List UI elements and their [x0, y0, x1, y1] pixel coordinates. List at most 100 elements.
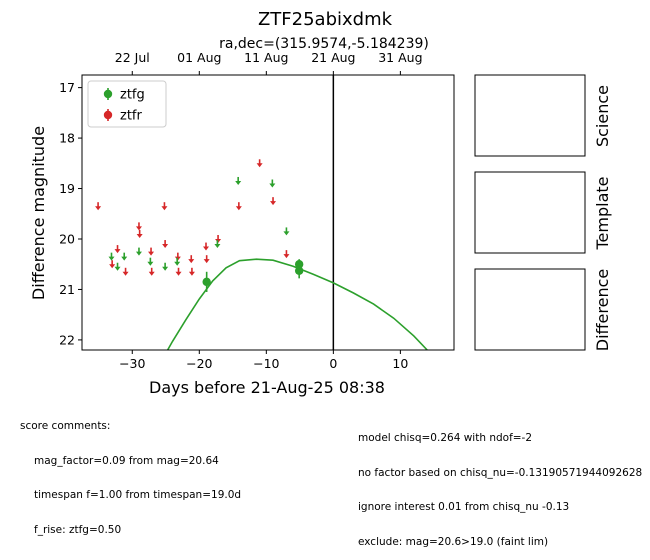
- ztfr-upper-limit-arrow: [148, 267, 155, 276]
- panel-label-science: Science: [593, 85, 612, 147]
- ztfr-upper-limit-arrow-head: [135, 226, 142, 231]
- x-tick-label: 10: [392, 356, 408, 371]
- ztfr-upper-limit-arrow-head: [148, 271, 155, 276]
- plot-frame: [81, 74, 455, 351]
- model-comment-line: model chisq=0.264 with ndof=-2: [358, 432, 533, 444]
- ztfr-upper-limit-arrow: [270, 197, 277, 206]
- panel-label-template: Template: [593, 176, 612, 250]
- ztfr-upper-limit-arrow: [188, 267, 195, 276]
- model-comment-line: ignore interest 0.01 from chisq_nu -0.13: [358, 501, 570, 513]
- ztfr-upper-limit-arrow-head: [203, 259, 210, 264]
- score-comment-line: f_rise: ztfg=0.50: [34, 523, 122, 536]
- ztfg-upper-limit-arrow: [162, 262, 169, 271]
- ztfr-upper-limit-arrow-head: [256, 163, 263, 168]
- score-comments: score comments: mag_factor=0.09 from mag…: [20, 398, 241, 548]
- ztfr-upper-limit-arrow: [109, 260, 116, 269]
- ztfr-upper-limit-arrow-head: [122, 271, 129, 276]
- ztfr-upper-limit-arrow-head: [188, 271, 195, 276]
- ztfr-upper-limit-arrow: [122, 267, 129, 276]
- ztfg-detection-point: [202, 277, 211, 287]
- ztfg-upper-limit-arrow: [108, 252, 115, 261]
- score-comment-line: timespan f=1.00 from timespan=19.0d: [34, 489, 242, 501]
- ztfr-upper-limit-arrow: [148, 247, 155, 256]
- top-x-tick-label: 21 Aug: [311, 50, 355, 65]
- top-x-tick-label: 31 Aug: [378, 50, 422, 65]
- y-tick-label: 17: [59, 80, 75, 95]
- ztfr-upper-limit-arrow: [203, 242, 209, 251]
- ztfr-upper-limit-arrow: [161, 202, 168, 211]
- ztfr-upper-limit-arrow: [256, 159, 263, 168]
- legend: ztfg ztfr: [87, 80, 167, 128]
- legend-label-ztfg: ztfg: [120, 88, 145, 103]
- panel-label-difference: Difference: [593, 269, 612, 351]
- ztfg-upper-limit-arrow: [121, 252, 128, 261]
- data-marks: [95, 75, 428, 350]
- legend-marker-ztfr: [103, 110, 113, 120]
- ztfr-upper-limit-arrow-head: [235, 206, 242, 211]
- ztfg-upper-limit-arrow: [135, 247, 142, 256]
- x-tick-label: −10: [253, 356, 279, 371]
- ztfr-upper-limit-arrow-head: [148, 251, 155, 256]
- ztfr-upper-limit-arrow: [135, 222, 142, 231]
- ztfr-upper-limit-arrow: [175, 267, 182, 276]
- score-comment-line: mag_factor=0.09 from mag=20.64: [34, 454, 219, 467]
- ztfg-upper-limit-arrow: [269, 179, 276, 188]
- ztfg-upper-limit-arrow: [174, 257, 181, 266]
- ztfr-upper-limit-arrow: [188, 255, 195, 264]
- chart-figure: ZTF25abixdmk ra,dec=(315.9574,-5.184239)…: [29, 9, 612, 397]
- image-panel-science: [474, 74, 586, 157]
- x-tick-label: 0: [329, 356, 337, 371]
- y-tick-label: 22: [59, 332, 75, 347]
- ztfg-upper-limit-arrow-head: [269, 183, 276, 188]
- ztfr-upper-limit-arrow-head: [203, 246, 209, 251]
- ztfg-upper-limit-arrow-head: [174, 261, 181, 266]
- ztfr-upper-limit-arrow-head: [283, 254, 290, 259]
- axes: −30 −20 −10 0 10 22 Jul 01 Aug 11 Aug 21 Aug 31 A…: [59, 50, 455, 371]
- x-tick-label: −20: [186, 356, 212, 371]
- ztfr-upper-limit-arrow-head: [109, 264, 116, 269]
- ztfg-upper-limit-arrow-head: [135, 251, 142, 256]
- model-comment-line: no factor based on chisq_nu=-0.131905719…: [358, 466, 643, 479]
- y-tick-label: 20: [59, 231, 75, 246]
- ztfr-upper-limit-arrow-head: [161, 206, 168, 211]
- ztfg-upper-limit-arrow-head: [162, 266, 169, 271]
- ztfg-upper-limit-arrow: [235, 176, 242, 185]
- ztfr-upper-limit-arrow-head: [188, 259, 195, 264]
- ztfr-upper-limit-arrow: [136, 229, 143, 238]
- chart-subtitle: ra,dec=(315.9574,-5.184239): [219, 36, 429, 52]
- x-axis-label: Days before 21-Aug-25 08:38: [149, 378, 385, 397]
- ztfg-upper-limit-arrow: [147, 257, 154, 266]
- top-x-tick-label: 11 Aug: [244, 50, 288, 65]
- ztfg-upper-limit-arrow-head: [147, 261, 154, 266]
- ztfr-upper-limit-arrow-head: [136, 233, 143, 238]
- top-x-tick-label: 01 Aug: [177, 50, 221, 65]
- y-tick-label: 18: [59, 131, 75, 146]
- y-tick-label: 19: [59, 181, 75, 196]
- image-panel-template: [474, 171, 586, 254]
- ztfr-upper-limit-arrow-head: [114, 249, 121, 254]
- model-comments: model chisq=0.264 with ndof=-2 no factor…: [358, 410, 642, 560]
- ztfr-upper-limit-arrow-head: [95, 206, 102, 211]
- model-comment-line: exclude: mag=20.6>19.0 (faint lim): [358, 535, 549, 548]
- image-panels: Science Template Difference: [474, 74, 612, 351]
- ztfg-detection-point: [294, 266, 304, 275]
- model-curve-line: [166, 258, 428, 350]
- top-x-tick-label: 22 Jul: [115, 50, 150, 65]
- ztfg-upper-limit-arrow: [114, 262, 121, 271]
- image-panel-difference: [474, 268, 586, 351]
- ztfr-upper-limit-arrow-head: [270, 201, 277, 206]
- score-comments-header: score comments:: [20, 420, 111, 432]
- ztfg-upper-limit-arrow-head: [121, 256, 128, 261]
- ztfr-upper-limit-arrow: [203, 255, 210, 264]
- ztfr-upper-limit-arrow: [235, 202, 242, 211]
- ztfg-upper-limit-arrow: [214, 240, 221, 249]
- legend-marker-ztfg: [103, 89, 113, 99]
- y-tick-label: 21: [59, 282, 75, 297]
- ztfr-upper-limit-arrow-head: [175, 271, 182, 276]
- ztfg-upper-limit-arrow-head: [214, 244, 221, 249]
- ztfg-upper-limit-arrow-head: [283, 231, 290, 236]
- ztfr-upper-limit-arrow-head: [162, 244, 169, 249]
- ztfr-upper-limit-arrow: [283, 250, 290, 259]
- ztfr-upper-limit-arrow: [162, 240, 169, 249]
- x-tick-label: −30: [119, 356, 145, 371]
